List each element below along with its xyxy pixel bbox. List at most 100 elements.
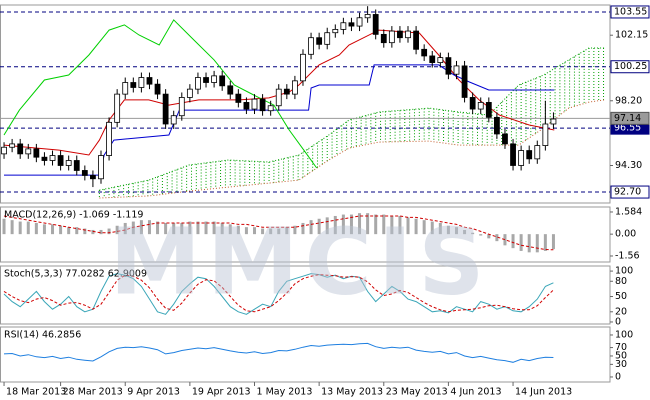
candle-body — [445, 57, 452, 75]
current-price-box — [610, 111, 650, 125]
y-tick-label: 50 — [615, 291, 627, 302]
candle-body — [162, 93, 169, 125]
histogram-bar — [212, 221, 216, 235]
indicator-line — [3, 215, 554, 251]
candle-body — [518, 150, 525, 166]
y-tick-label: 0 — [615, 371, 621, 382]
histogram-bar — [479, 234, 483, 236]
candle-body — [267, 105, 274, 112]
candle-body — [186, 88, 193, 98]
candle-body — [211, 75, 218, 83]
indicator-title: RSI(14) 46.2856 — [4, 330, 81, 341]
histogram-bar — [51, 224, 55, 235]
histogram-bar — [236, 225, 240, 235]
candle-body — [73, 160, 80, 171]
candle-body — [493, 116, 500, 135]
candle-body — [178, 97, 185, 117]
y-tick-label: 20 — [615, 306, 627, 317]
histogram-bar — [349, 214, 353, 235]
candle-body — [372, 14, 379, 35]
candle-body — [421, 48, 428, 57]
candle-body — [526, 150, 533, 160]
histogram-bar — [18, 221, 22, 235]
y-tick-label: 0 — [615, 316, 621, 327]
candle-body — [114, 93, 121, 123]
histogram-bar — [59, 225, 63, 235]
y-tick-label: -1.56 — [615, 250, 640, 261]
watermark: MMCIS — [109, 208, 490, 315]
histogram-bar — [358, 213, 362, 235]
level-label: 103.55 — [614, 6, 647, 17]
candle-body — [17, 143, 24, 155]
histogram-bar — [511, 234, 515, 249]
candle-body — [283, 88, 290, 95]
histogram-bar — [75, 227, 79, 235]
histogram-bar — [2, 218, 6, 235]
candle-body — [397, 30, 403, 39]
candle-body — [57, 155, 64, 166]
histogram-bar — [430, 221, 434, 235]
candle-body — [429, 55, 436, 63]
panel-frame — [0, 4, 611, 204]
histogram-bar — [374, 214, 378, 235]
candle-body — [259, 98, 266, 112]
candle-body — [316, 37, 323, 45]
histogram-bar — [535, 234, 539, 253]
y-tick-label: 80 — [615, 276, 627, 287]
indicator-line — [4, 64, 555, 176]
candle-body — [510, 143, 516, 166]
histogram-bar — [188, 221, 192, 235]
histogram-bar — [406, 217, 410, 235]
candle-body — [9, 143, 16, 148]
candle-body — [219, 75, 226, 87]
histogram-bar — [551, 234, 555, 250]
candle-body — [542, 123, 549, 146]
y-tick-label: 30 — [615, 359, 627, 370]
candle-body — [324, 32, 331, 45]
candle-body — [98, 155, 104, 180]
x-tick-label: 9 Apr 2013 — [127, 387, 180, 398]
x-tick-label: 4 Jun 2013 — [450, 387, 501, 398]
level-label: 92.70 — [614, 187, 641, 198]
histogram-bar — [139, 220, 143, 235]
y-tick-label: 1.584 — [615, 206, 642, 217]
candle-body — [251, 98, 258, 110]
candle-body — [340, 22, 347, 30]
candle-body — [130, 82, 137, 88]
candle-body — [65, 160, 72, 166]
candle-body — [364, 14, 371, 19]
candle-body — [243, 102, 250, 110]
candle-body — [235, 93, 242, 103]
histogram-bar — [115, 225, 119, 235]
y-tick-label: 100 — [615, 266, 633, 277]
histogram-bar — [390, 215, 394, 235]
histogram-bar — [285, 227, 289, 235]
y-tick-label: 98.20 — [615, 95, 642, 106]
candle-body — [534, 145, 541, 160]
candle-body — [348, 22, 355, 27]
candle-body — [308, 37, 314, 55]
histogram-bar — [180, 222, 184, 235]
candle-body — [90, 175, 96, 180]
x-tick-label: 28 Mar 2013 — [63, 387, 123, 398]
candle-body — [388, 30, 395, 44]
histogram-bar — [366, 213, 370, 235]
histogram-bar — [42, 224, 46, 235]
histogram-bar — [164, 222, 168, 235]
y-tick-label: 70 — [615, 342, 627, 353]
candle-body — [195, 77, 201, 90]
histogram-bar — [26, 221, 30, 235]
histogram-bar — [99, 229, 103, 235]
candle-body — [33, 148, 40, 158]
histogram-bar — [519, 234, 523, 251]
x-tick-label: 1 May 2013 — [257, 387, 313, 398]
candle-body — [146, 77, 153, 85]
candle-body — [122, 82, 129, 95]
candle-body — [405, 30, 411, 39]
candle-body — [356, 17, 363, 27]
histogram-bar — [147, 220, 151, 235]
histogram-bar — [317, 218, 321, 235]
indicator-line — [3, 342, 554, 363]
